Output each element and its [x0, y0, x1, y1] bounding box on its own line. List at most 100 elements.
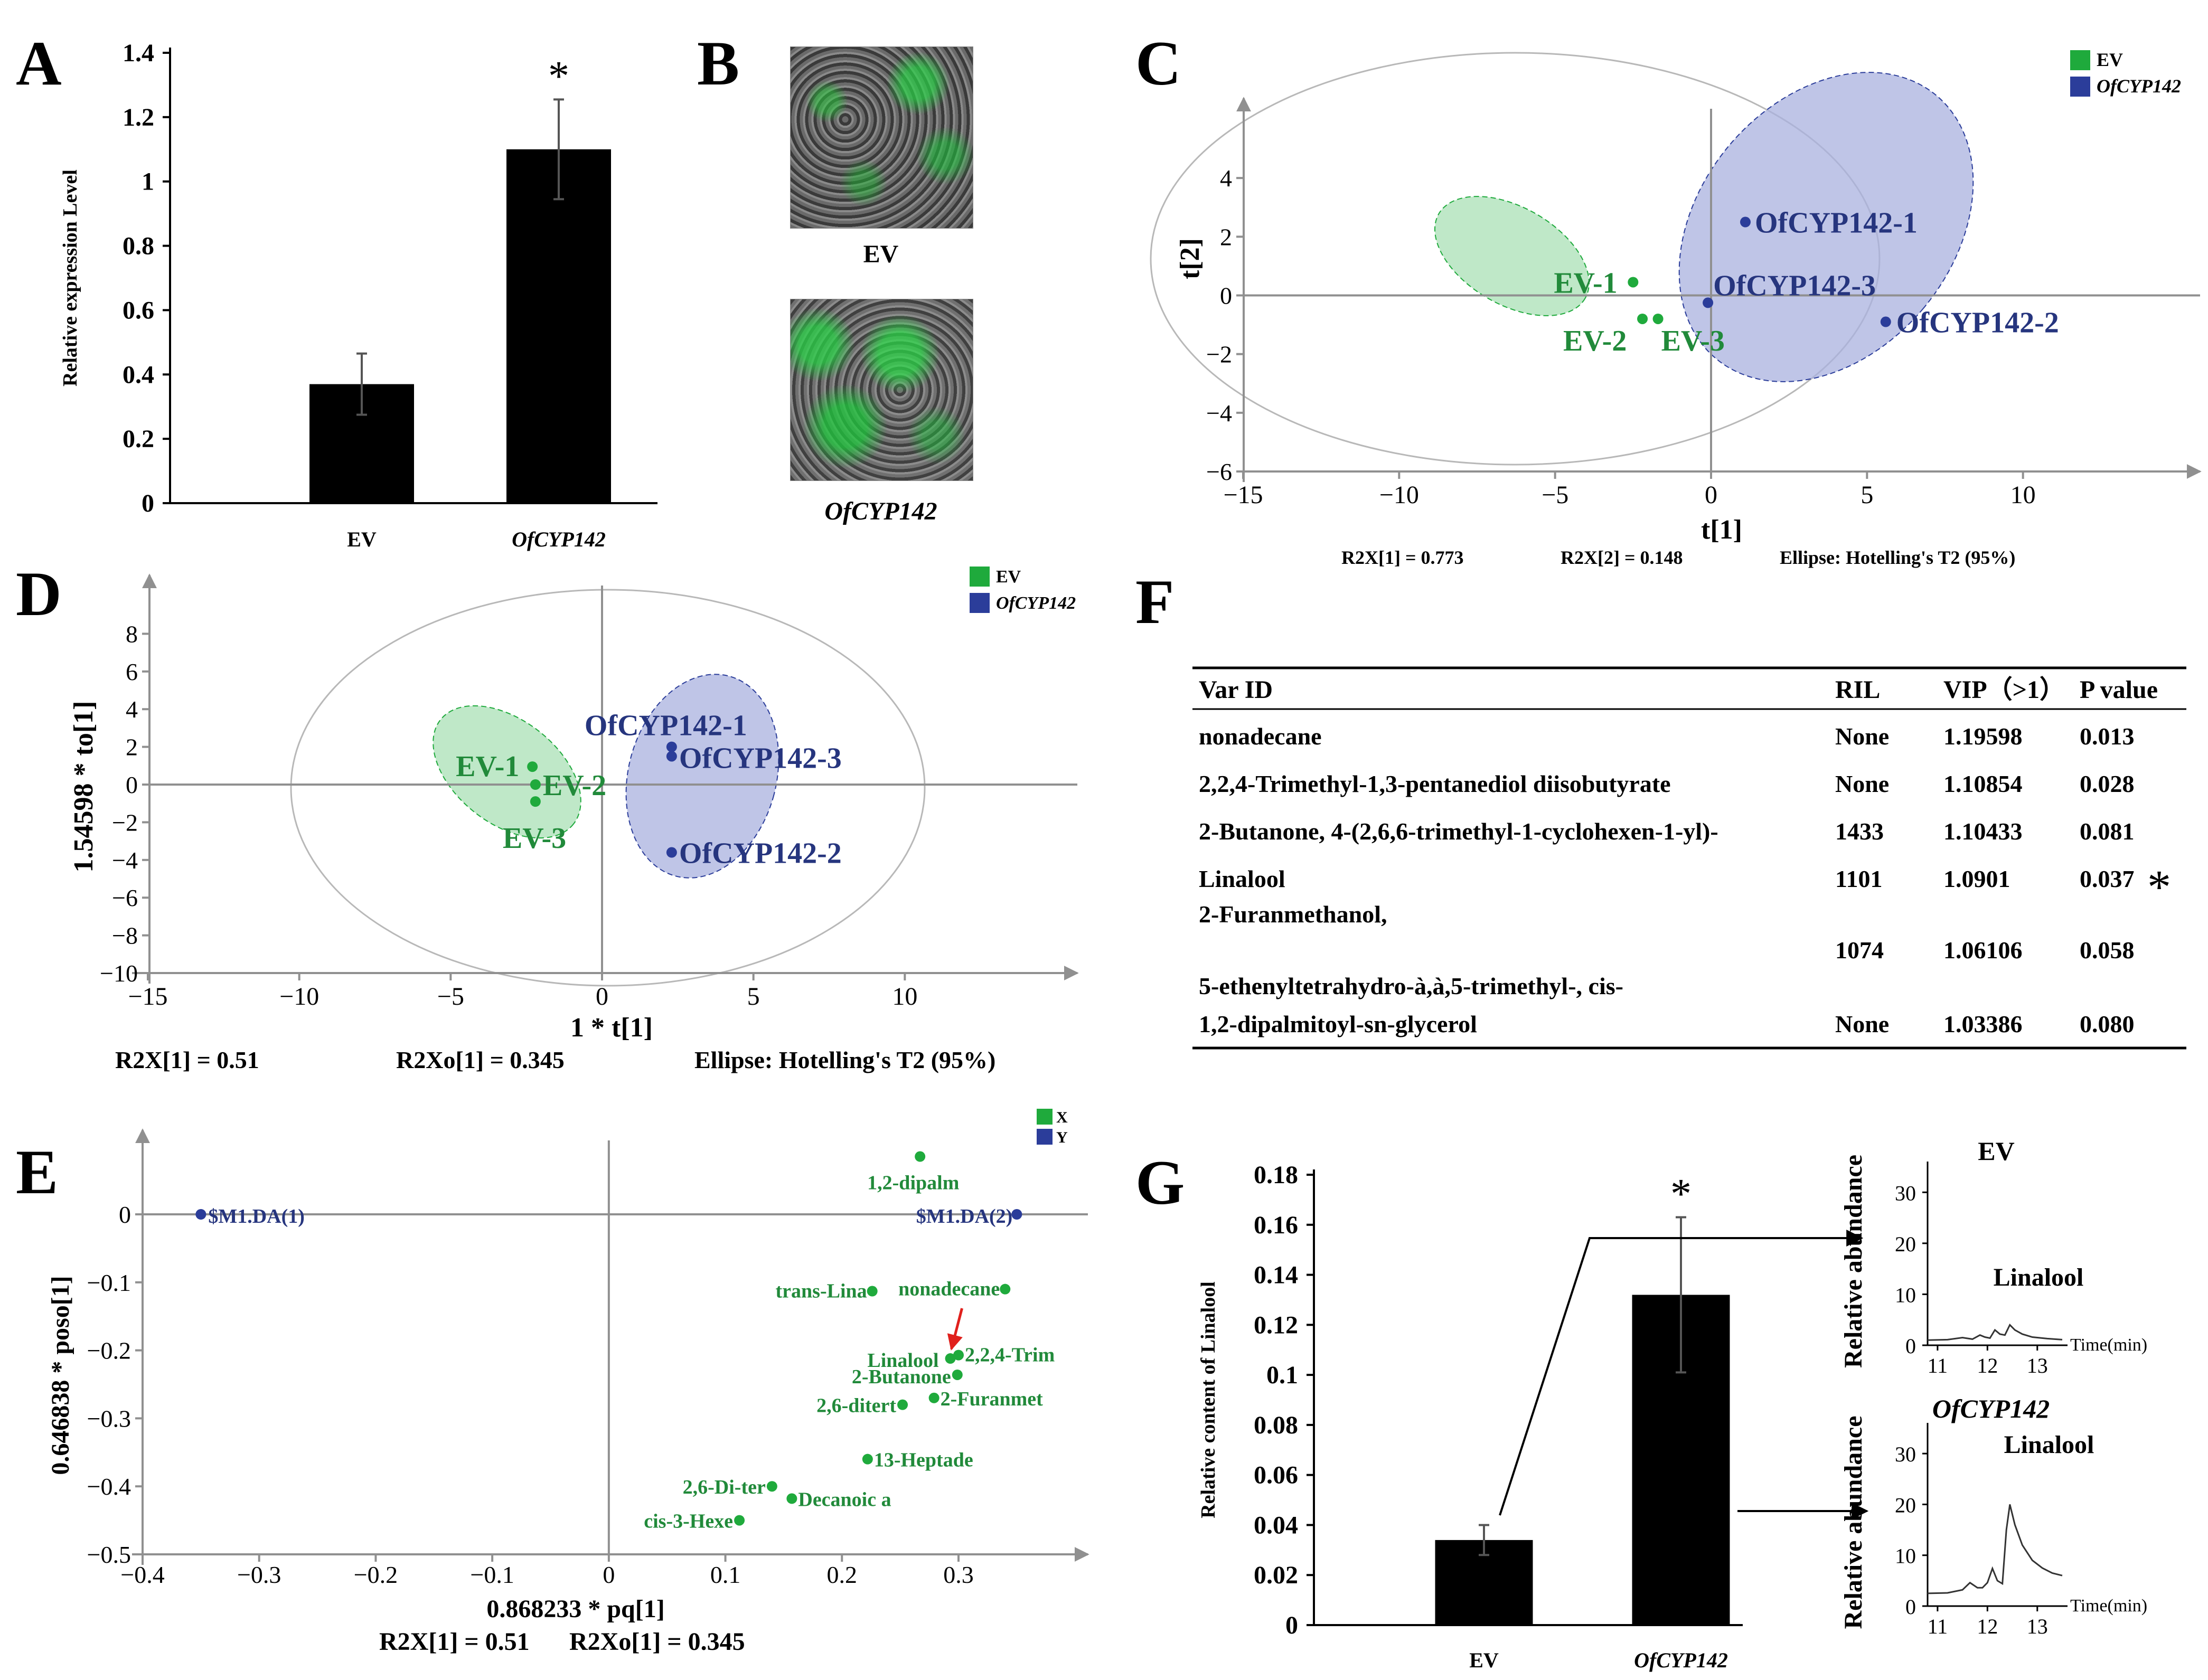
table-cell-ril: None: [1835, 1011, 1889, 1037]
y-tick-label: −2: [1206, 341, 1232, 368]
variable-label: 2,6-ditert: [816, 1395, 896, 1417]
y-tick-label: 8: [126, 620, 138, 647]
variable-label: 2-Furanmet: [941, 1388, 1044, 1410]
x-tick-label: 0.1: [710, 1561, 741, 1588]
score-point: [1740, 216, 1751, 228]
y-tick-label: 0.06: [1254, 1461, 1298, 1489]
variable-point: [862, 1454, 873, 1465]
table-cell-var-id: Linalool: [1199, 865, 1285, 892]
table-cell-vip: 1.19598: [1943, 723, 2023, 750]
y-tick-label: 0: [1905, 1334, 1916, 1358]
y-tick-label: −0.1: [87, 1269, 131, 1296]
ofcyp142-group-ellipse: [625, 674, 779, 879]
variable-label: 2-Butanone: [852, 1366, 951, 1388]
model-statistic: R2Xo[1] = 0.345: [396, 1046, 565, 1073]
variable-label: Decanoic a: [798, 1488, 891, 1511]
y-tick-label: 0.6: [123, 296, 154, 324]
variable-label: nonadecane: [898, 1278, 1000, 1300]
chart-g: 0 0.02 0.04 0.06 0.08 0.1 0.12 0.14 0.16 0.18 Rela…: [1197, 1161, 1869, 1672]
x-tick-label: 11: [1928, 1354, 1948, 1377]
highlight-arrow: [947, 1308, 963, 1351]
score-point: [1703, 297, 1714, 308]
x-tick-label: 0: [603, 1561, 615, 1588]
variable-point: [867, 1286, 878, 1297]
chart-g-inset-ev: 0 10 20 30 11 12 13 Time(min) Relative abundance…: [1839, 1136, 2147, 1377]
y-tick-label: 0: [1285, 1611, 1298, 1639]
y-tick-label: 1.4: [123, 39, 154, 67]
y-tick-label: −2: [112, 809, 138, 836]
x-tick-label: 13: [2027, 1354, 2048, 1377]
y-tick-label: −6: [112, 884, 138, 911]
panel-label-f: F: [1135, 567, 1174, 637]
significance-star: *: [1670, 1171, 1692, 1217]
peak-label: Linalool: [2004, 1431, 2094, 1459]
ev-group-ellipse: [1434, 196, 1590, 316]
chart-e: −0.4 −0.3 −0.2 −0.1 0 0.1 0.2 0.3−0.5−0.4−0.3−0…: [46, 1109, 1089, 1656]
variable-point: [786, 1493, 797, 1504]
y-tick-label: −10: [100, 960, 138, 987]
variable-label: $M1.DA(1): [208, 1205, 305, 1228]
y-tick-label: 0: [119, 1201, 131, 1228]
y-tick-label: 0: [1905, 1595, 1916, 1619]
x-category-label: OfCYP142: [512, 527, 606, 551]
table-cell-var-id: 2-Furanmethanol,: [1199, 901, 1387, 928]
variable-label: 13-Heptade: [874, 1449, 973, 1471]
y-tick-label: −4: [1206, 400, 1232, 427]
table-cell-ril: 1433: [1835, 818, 1884, 845]
table-cell-ril: 1074: [1835, 937, 1884, 964]
score-point: [1628, 277, 1639, 288]
legend-label: X: [1056, 1109, 1068, 1126]
y-tick-label: 0.18: [1254, 1161, 1298, 1189]
point-label: OfCYP142-2: [1896, 307, 2059, 339]
table-cell-var-id: 2,2,4-Trimethyl-1,3-pentanediol diisobut…: [1199, 770, 1671, 797]
x-tick-label: −0.2: [354, 1561, 398, 1588]
table-column-header: VIP（>1）: [1943, 676, 2065, 704]
y-tick-label: 0.12: [1254, 1311, 1298, 1339]
point-label: EV-3: [503, 822, 566, 855]
y-tick-label: 0.2: [123, 425, 154, 453]
y-tick-label: −0.3: [87, 1405, 131, 1432]
panel-label-d: D: [16, 559, 62, 629]
x-tick-label: 0: [596, 983, 608, 1011]
table-cell-var-id: nonadecane: [1199, 723, 1322, 750]
variable-point: [928, 1392, 939, 1403]
model-statistic: Ellipse: Hotelling's T2 (95%): [1780, 547, 2015, 568]
y-tick-label: −0.5: [87, 1541, 131, 1568]
y-tick-label: 0: [142, 489, 154, 517]
table-cell-var-id-cont: 5-ethenyltetrahydro-à,à,5-trimethyl-, ci…: [1199, 973, 1623, 999]
legend-label: EV: [996, 567, 1021, 587]
x-category-label: EV: [347, 527, 377, 551]
table-cell-p-value: 0.013: [2080, 723, 2135, 750]
table-f: Var ID RIL VIP（>1） P value nonadecane None 1.1…: [1192, 666, 2186, 1050]
score-point: [1652, 313, 1664, 324]
x-tick-label: 10: [892, 983, 917, 1011]
ev-group-ellipse: [433, 705, 581, 839]
panel-label-e: E: [16, 1137, 58, 1207]
x-tick-label: −5: [1542, 481, 1568, 509]
x-tick-label: −10: [279, 983, 319, 1011]
model-statistic: R2X[1] = 0.51: [115, 1046, 259, 1073]
table-cell-p-value: 0.081: [2080, 818, 2135, 845]
point-label: OfCYP142-1: [585, 710, 747, 742]
x-category-label: EV: [1469, 1648, 1499, 1672]
x-tick-label: 0.2: [827, 1561, 858, 1588]
panel-b-of-label: OfCYP142: [824, 497, 937, 525]
y-tick-label: 0.8: [123, 232, 154, 260]
y-tick-label: 20: [1895, 1232, 1916, 1256]
chart-c: −15 −10 −5 0 5 10 −6 −4 −2 0 2 4 t[1] t[2] EV OfCYP142 E…: [1150, 49, 2202, 568]
table-column-header: P value: [2080, 676, 2158, 704]
variable-point: [766, 1481, 777, 1492]
x-tick-label: −5: [437, 983, 464, 1011]
y-tick-label: 4: [126, 696, 138, 723]
table-cell-var-id: 2-Butanone, 4-(2,6,6-trimethyl-1-cyclohe…: [1199, 818, 1718, 845]
model-statistic: R2X[1] = 0.51: [379, 1628, 530, 1656]
variable-point: [945, 1353, 956, 1364]
connector-arrow-ev: [1499, 1230, 1864, 1516]
x-tick-label: 5: [1861, 481, 1873, 509]
table-cell-p-value: 0.037: [2080, 865, 2135, 892]
y-tick-label: −8: [112, 922, 138, 949]
inset-title: EV: [1978, 1136, 2014, 1166]
table-cell-var-id: 1,2-dipalmitoyl-sn-glycerol: [1199, 1011, 1477, 1037]
x-tick-label: −15: [128, 983, 167, 1011]
y-tick-label: 4: [1220, 165, 1232, 192]
